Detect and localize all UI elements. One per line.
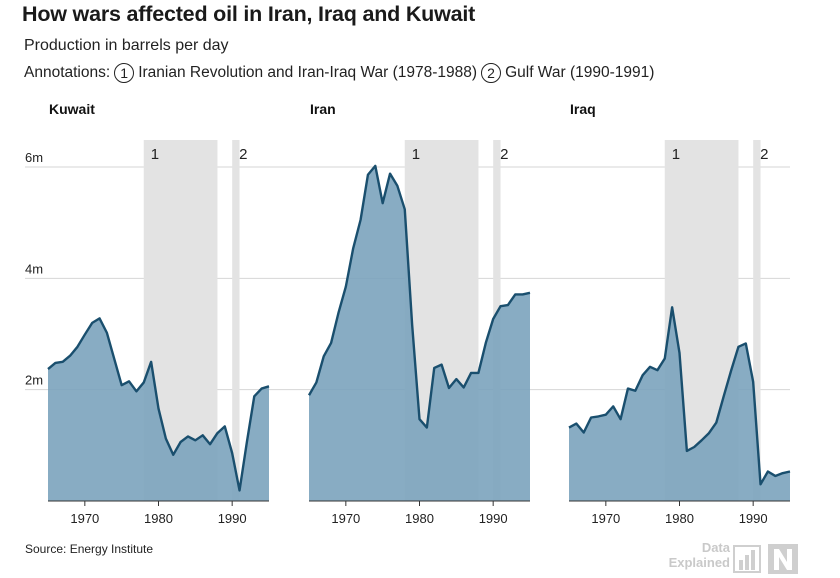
line-iraq <box>568 306 791 486</box>
x-tick-label: 1990 <box>479 511 508 526</box>
x-tick-label: 1980 <box>405 511 434 526</box>
line-iran <box>307 164 531 429</box>
logo-line-1: Data <box>701 540 730 555</box>
logo-text: Data Explained <box>669 540 730 570</box>
page-subtitle: Production in barrels per day <box>24 37 229 54</box>
x-tick-label: 1990 <box>218 511 247 526</box>
x-tick-label: 1980 <box>665 511 694 526</box>
panel-title-kuwait: Kuwait <box>49 101 95 117</box>
page-title: How wars affected oil in Iran, Iraq and … <box>22 2 476 26</box>
war-band-label: 1 <box>151 146 159 163</box>
x-tick-label: 1970 <box>591 511 620 526</box>
annotation-1-badge: 1 <box>114 63 135 83</box>
annotations-legend: Annotations: 1 Iranian Revolution and Ir… <box>24 63 654 83</box>
x-tick-label: 1970 <box>331 511 360 526</box>
x-tick-label: 1970 <box>70 511 99 526</box>
y-tick-label: 4m <box>25 261 43 276</box>
logo-line-2: Explained <box>668 555 730 570</box>
war-band-label: 2 <box>239 146 247 163</box>
logo-icon <box>733 544 798 574</box>
panel-title-iran: Iran <box>310 101 336 117</box>
x-tick-label: 1990 <box>739 511 768 526</box>
panel-title-iraq: Iraq <box>570 101 596 117</box>
war-band-label: 2 <box>500 146 508 163</box>
x-tick-label: 1980 <box>144 511 173 526</box>
war-band-2 <box>753 140 761 501</box>
source-note: Source: Energy Institute <box>25 542 154 556</box>
y-tick-label: 2m <box>25 373 43 388</box>
war-band-label: 1 <box>672 146 680 163</box>
war-band-2 <box>232 140 240 501</box>
area-iraq <box>569 307 790 501</box>
war-band-label: 1 <box>412 146 420 163</box>
data-explained-logo: Data Explained <box>660 540 810 576</box>
war-band-label: 2 <box>760 146 768 163</box>
annotation-2-text: Gulf War (1990-1991) <box>505 64 655 81</box>
line-kuwait <box>47 317 270 492</box>
area-iran <box>309 165 530 501</box>
annotation-2-badge: 2 <box>481 63 502 83</box>
y-tick-label: 6m <box>25 150 43 165</box>
annotations-label: Annotations: <box>24 64 111 81</box>
annotation-1-text: Iranian Revolution and Iran-Iraq War (19… <box>138 64 478 81</box>
